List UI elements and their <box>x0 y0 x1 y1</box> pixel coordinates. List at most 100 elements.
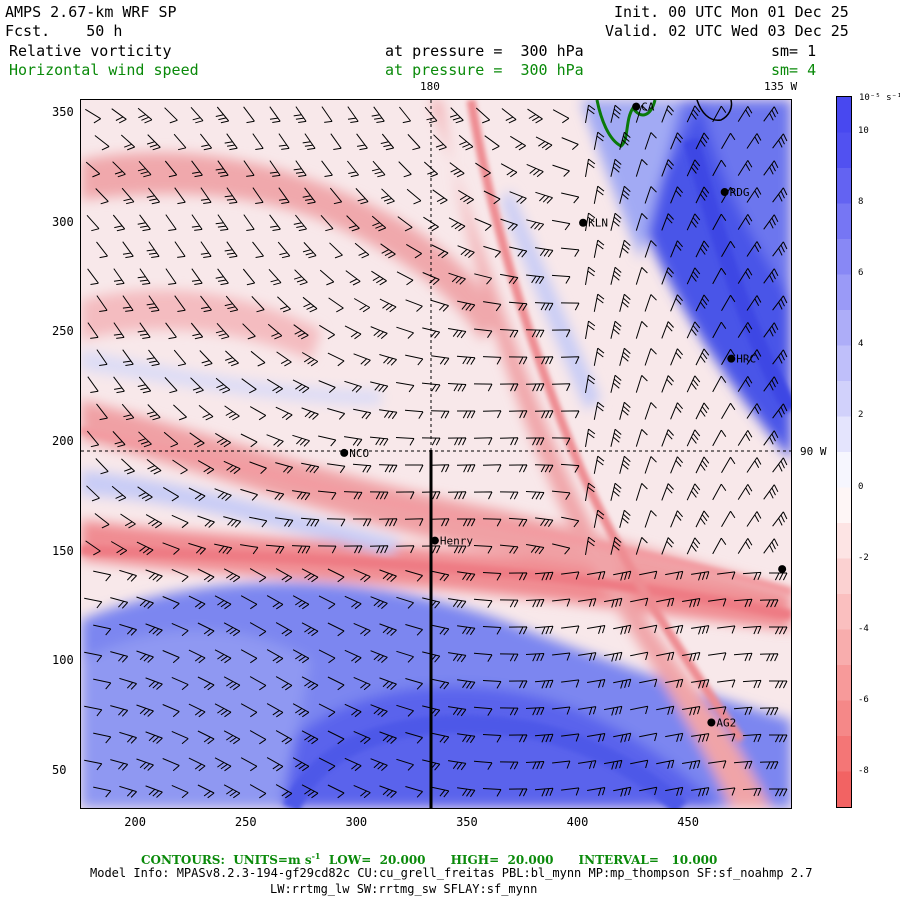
colorbar <box>836 96 852 808</box>
wind-barb <box>508 680 528 689</box>
wind-barb <box>682 652 701 662</box>
wind-barb <box>395 491 415 500</box>
wind-barb <box>197 460 215 475</box>
wind-barb <box>737 160 753 176</box>
wind-barb <box>661 429 674 447</box>
wind-barb <box>447 545 467 554</box>
wind-barb <box>137 322 151 339</box>
wind-barb <box>712 159 727 177</box>
wind-barb <box>483 190 501 205</box>
wind-barb <box>483 301 502 312</box>
colorbar-band <box>837 487 851 524</box>
wind-barb <box>635 429 648 447</box>
wind-barb <box>380 188 395 205</box>
wind-barb <box>772 457 788 473</box>
wind-barb <box>171 730 189 745</box>
wind-barb <box>712 483 727 501</box>
wind-barb <box>252 133 264 150</box>
wind-barb <box>318 757 336 772</box>
station-label: KLN <box>588 217 608 230</box>
station-marker: AG2 <box>707 717 736 730</box>
wind-barb <box>214 488 232 501</box>
wind-barb <box>474 328 493 338</box>
init-time: Init. 00 UTC Mon 01 Dec 25 <box>614 3 849 21</box>
wind-barb <box>585 158 596 177</box>
colorbar-band <box>837 736 851 772</box>
wind-barb <box>94 135 110 151</box>
wind-barb <box>137 376 152 394</box>
wind-barb <box>353 676 371 691</box>
colorbar-tick-label: -6 <box>858 695 869 706</box>
wind-barb <box>509 191 527 204</box>
station-label: RDG <box>730 186 750 199</box>
station-dot <box>579 218 588 227</box>
wind-barb <box>267 378 283 394</box>
wind-barb <box>84 705 103 717</box>
wind-barb <box>399 106 411 124</box>
wind-barb <box>85 161 101 178</box>
wind-barb <box>639 732 658 742</box>
wind-barb <box>345 270 361 286</box>
wind-barb <box>448 217 466 232</box>
colorbar-tick-label: -2 <box>858 552 869 563</box>
wind-barb <box>110 759 129 771</box>
station-marker: Henry <box>430 535 473 548</box>
coastline <box>696 100 733 121</box>
station-marker: KLN <box>579 217 608 230</box>
wind-barb <box>162 650 180 664</box>
wind-barb <box>746 457 762 473</box>
wind-barb <box>121 187 135 205</box>
wind-barb <box>695 186 710 204</box>
wind-barb <box>721 402 736 420</box>
wind-barb <box>551 329 571 338</box>
wind-barb <box>328 297 344 313</box>
wind-barb <box>552 706 571 715</box>
wind-barb <box>275 568 293 583</box>
station-marker: RDG <box>720 186 750 199</box>
station-marker: HRC <box>727 353 756 366</box>
wind-barb <box>535 517 554 527</box>
wind-barb <box>96 241 108 259</box>
wind-barb <box>613 570 632 581</box>
wind-barb <box>163 486 179 502</box>
wind-barb <box>525 491 545 500</box>
wind-barb <box>321 106 333 123</box>
wind-barb <box>482 788 502 797</box>
wind-barb <box>266 757 284 772</box>
wind-barb <box>405 732 423 744</box>
wind-barb <box>639 678 658 688</box>
wind-barb <box>327 784 345 799</box>
wind-barb <box>240 703 258 718</box>
wind-barb <box>404 409 424 419</box>
wind-barb <box>499 437 519 446</box>
wind-barb <box>190 106 204 124</box>
wind-barb <box>215 106 230 124</box>
x-tick-label: 200 <box>124 815 146 829</box>
wind-barb <box>190 322 204 340</box>
wind-barb <box>330 133 342 150</box>
wind-barb <box>610 212 622 231</box>
colorbar-band <box>837 629 851 666</box>
wind-barb <box>145 785 163 798</box>
wind-barb <box>162 542 180 555</box>
wind-barb <box>84 759 103 771</box>
wind-barb <box>721 348 736 366</box>
wind-barb <box>619 347 631 366</box>
station-label: HRC <box>736 353 756 366</box>
wind-barb <box>610 104 622 123</box>
wind-barb <box>473 437 493 446</box>
wind-barb <box>742 571 762 581</box>
wind-barb <box>587 625 606 634</box>
wind-barb <box>378 518 398 527</box>
wind-barb <box>112 214 126 232</box>
wind-barb <box>639 570 658 580</box>
wind-barb <box>578 598 597 607</box>
wind-barb <box>695 510 710 528</box>
wind-barb <box>173 349 187 367</box>
wind-barb <box>737 376 753 392</box>
wind-barb <box>87 322 99 339</box>
wind-barb <box>691 733 710 743</box>
contours-units: CONTOURS: UNITS=m s <box>141 853 312 867</box>
wind-barb <box>610 266 622 285</box>
wind-barb <box>763 430 779 446</box>
